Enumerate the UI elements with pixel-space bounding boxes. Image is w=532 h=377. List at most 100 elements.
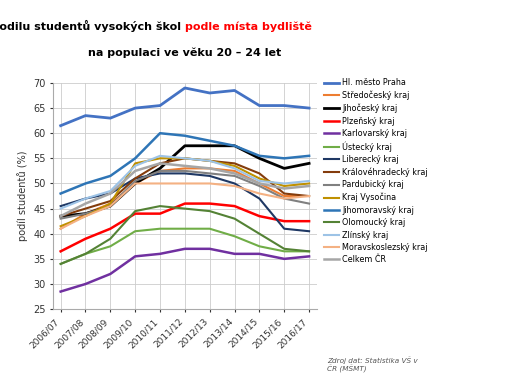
Pardubický kraj <box>107 204 113 208</box>
Zlínský kraj <box>281 181 287 186</box>
Jihomoravský kraj <box>206 138 213 143</box>
Line: Olomoucký kraj: Olomoucký kraj <box>61 206 309 264</box>
Jihočeský kraj <box>206 144 213 148</box>
Karlovarský kraj <box>132 254 138 259</box>
Celkem ČR <box>181 164 188 168</box>
Olomoucký kraj <box>281 247 287 251</box>
Královéhradecký kraj <box>157 161 163 166</box>
Kraj Vysočina <box>306 181 312 186</box>
Celkem ČR <box>206 166 213 171</box>
Jihomoravský kraj <box>181 133 188 138</box>
Moravskoslezský kraj <box>306 194 312 198</box>
Středočeský kraj <box>132 181 138 186</box>
Ústecký kraj <box>181 227 188 231</box>
Line: Karlovarský kraj: Karlovarský kraj <box>61 249 309 291</box>
Celkem ČR <box>306 184 312 188</box>
Jihomoravský kraj <box>82 181 89 186</box>
Hl. město Praha <box>231 88 238 93</box>
Moravskoslezský kraj <box>57 227 64 231</box>
Pardubický kraj <box>132 179 138 183</box>
Liberecký kraj <box>57 204 64 208</box>
Pardubický kraj <box>256 184 263 188</box>
Kraj Vysočina <box>206 159 213 163</box>
Středočeský kraj <box>82 211 89 216</box>
Jihočeský kraj <box>281 166 287 171</box>
Hl. město Praha <box>107 116 113 120</box>
Jihomoravský kraj <box>107 174 113 178</box>
Hl. město Praha <box>281 103 287 108</box>
Jihomoravský kraj <box>57 191 64 196</box>
Kraj Vysočina <box>132 161 138 166</box>
Olomoucký kraj <box>107 236 113 241</box>
Jihočeský kraj <box>181 144 188 148</box>
Plzeňský kraj <box>231 204 238 208</box>
Olomoucký kraj <box>231 216 238 221</box>
Královéhradecký kraj <box>82 206 89 211</box>
Hl. město Praha <box>57 123 64 128</box>
Jihočeský kraj <box>107 204 113 208</box>
Karlovarský kraj <box>281 257 287 261</box>
Karlovarský kraj <box>157 251 163 256</box>
Jihomoravský kraj <box>132 156 138 161</box>
Královéhradecký kraj <box>281 191 287 196</box>
Liberecký kraj <box>132 176 138 181</box>
Kraj Vysočina <box>181 156 188 161</box>
Celkem ČR <box>132 169 138 173</box>
Hl. město Praha <box>181 86 188 90</box>
Moravskoslezský kraj <box>107 204 113 208</box>
Zlínský kraj <box>57 206 64 211</box>
Plzeňský kraj <box>306 219 312 224</box>
Celkem ČR <box>157 161 163 166</box>
Celkem ČR <box>231 171 238 176</box>
Kraj Vysočina <box>82 214 89 218</box>
Line: Plzeňský kraj: Plzeňský kraj <box>61 204 309 251</box>
Středočeský kraj <box>256 181 263 186</box>
Ústecký kraj <box>281 249 287 254</box>
Kraj Vysočina <box>107 201 113 206</box>
Line: Jihomoravský kraj: Jihomoravský kraj <box>61 133 309 193</box>
Jihočeský kraj <box>231 144 238 148</box>
Karlovarský kraj <box>256 251 263 256</box>
Moravskoslezský kraj <box>82 214 89 218</box>
Pardubický kraj <box>82 211 89 216</box>
Královéhradecký kraj <box>206 159 213 163</box>
Zlínský kraj <box>107 189 113 193</box>
Plzeňský kraj <box>82 236 89 241</box>
Liberecký kraj <box>157 171 163 176</box>
Zlínský kraj <box>306 179 312 183</box>
Liberecký kraj <box>281 227 287 231</box>
Jihočeský kraj <box>82 211 89 216</box>
Karlovarský kraj <box>231 251 238 256</box>
Karlovarský kraj <box>306 254 312 259</box>
Text: Vývoj podilu studentů vysokých škol: Vývoj podilu studentů vysokých škol <box>0 20 185 32</box>
Karlovarský kraj <box>206 247 213 251</box>
Pardubický kraj <box>57 216 64 221</box>
Plzeňský kraj <box>206 201 213 206</box>
Line: Jihočeský kraj: Jihočeský kraj <box>61 146 309 216</box>
Pardubický kraj <box>206 171 213 176</box>
Line: Moravskoslezský kraj: Moravskoslezský kraj <box>61 184 309 229</box>
Moravskoslezský kraj <box>157 181 163 186</box>
Středočeský kraj <box>231 169 238 173</box>
Středočeský kraj <box>157 169 163 173</box>
Line: Středočeský kraj: Středočeský kraj <box>61 169 309 229</box>
Line: Celkem ČR: Celkem ČR <box>61 163 309 216</box>
Line: Hl. město Praha: Hl. město Praha <box>61 88 309 126</box>
Hl. město Praha <box>206 91 213 95</box>
Jihomoravský kraj <box>157 131 163 135</box>
Plzeňský kraj <box>181 201 188 206</box>
Text: Zdroj dat: Statistika VŠ v
ČR (MŠMT): Zdroj dat: Statistika VŠ v ČR (MŠMT) <box>327 356 418 373</box>
Plzeňský kraj <box>107 227 113 231</box>
Středočeský kraj <box>107 201 113 206</box>
Jihočeský kraj <box>57 214 64 218</box>
Pardubický kraj <box>181 169 188 173</box>
Zlínský kraj <box>231 166 238 171</box>
Zlínský kraj <box>132 164 138 168</box>
Zlínský kraj <box>206 159 213 163</box>
Kraj Vysočina <box>157 156 163 161</box>
Hl. město Praha <box>82 113 89 118</box>
Line: Královéhradecký kraj: Královéhradecký kraj <box>61 158 309 216</box>
Olomoucký kraj <box>157 204 163 208</box>
Jihomoravský kraj <box>256 153 263 158</box>
Moravskoslezský kraj <box>281 196 287 201</box>
